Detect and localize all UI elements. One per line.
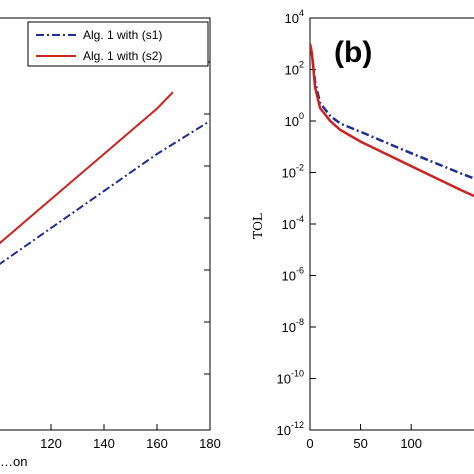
panel-b-label: (b): [334, 36, 372, 69]
ytick-base: 10: [277, 372, 291, 387]
panel-b-ytick-label: 10-6: [282, 266, 304, 284]
ytick-exponent: 4: [299, 8, 304, 18]
panel-a-ticks: 120 140 160 180: [40, 61, 221, 451]
panel-b-ytick-label: 100: [285, 111, 304, 129]
ytick-base: 10: [282, 269, 296, 284]
ytick-base: 10: [282, 166, 296, 181]
panel-b-ytick-label: 10-8: [282, 317, 304, 335]
ytick-base: 10: [285, 63, 299, 78]
ytick-exponent: -2: [296, 163, 304, 173]
panel-b-ytick-label: 10-4: [282, 214, 304, 232]
ytick-exponent: 2: [299, 60, 304, 70]
panel-a-legend: Alg. 1 with (s1) Alg. 1 with (s2): [27, 21, 209, 67]
legend-entry-s2: Alg. 1 with (s2): [83, 49, 162, 63]
panel-b-series-line-1: [310, 43, 474, 180]
ytick-exponent: -8: [296, 317, 304, 327]
legend-entry-s1: Alg. 1 with (s1): [83, 28, 162, 42]
panel-b-ytick-label: 10-2: [282, 163, 304, 181]
ytick-exponent: -12: [291, 420, 304, 430]
ytick-base: 10: [285, 114, 299, 129]
panel-a-plot-frame: [0, 17, 211, 431]
panel-b-ytick-label: 104: [285, 8, 304, 26]
ytick-exponent: -4: [296, 214, 304, 224]
panel-b-ytick-label: 10-12: [277, 420, 304, 438]
panel-a-xlabel: …on: [0, 454, 27, 469]
panel-b-ytick-label: 10-10: [277, 369, 304, 387]
panel-b-xtick-label: 0: [306, 436, 313, 451]
panel-b-series: [310, 43, 474, 198]
panel-a-xtick-label: 160: [146, 436, 168, 451]
panel-a: 120 140 160 180 Alg. 1 with (s1) Alg. 1 wit…: [0, 17, 221, 469]
panel-b-series-line-2: [310, 43, 474, 198]
panel-b-xtick-label: 100: [400, 436, 422, 451]
panel-b-xtick-label: 50: [353, 436, 367, 451]
panel-b-ticks: 0 50 10010410210010-210-410-610-810-1010-1…: [277, 8, 423, 451]
ytick-exponent: 0: [299, 111, 304, 121]
panel-b: 0 50 10010410210010-210-410-610-810-1010-1…: [251, 8, 474, 451]
panel-a-series-line-2: [0, 91, 174, 245]
panel-b-ytick-label: 102: [285, 60, 304, 78]
ytick-base: 10: [285, 11, 299, 26]
panel-b-plot-frame: [309, 17, 474, 431]
panel-a-series-line-1: [0, 120, 211, 266]
panel-a-xtick-label: 140: [93, 436, 115, 451]
ytick-base: 10: [282, 320, 296, 335]
ytick-base: 10: [277, 423, 291, 438]
ytick-base: 10: [282, 217, 296, 232]
ytick-exponent: -6: [296, 266, 304, 276]
panel-b-ylabel: TOL: [251, 213, 265, 239]
legend-box: [27, 21, 209, 67]
panel-a-xtick-label: 180: [199, 436, 221, 451]
ytick-exponent: -10: [291, 369, 304, 379]
panel-a-series: [0, 91, 211, 266]
panel-a-xtick-label: 120: [40, 436, 62, 451]
